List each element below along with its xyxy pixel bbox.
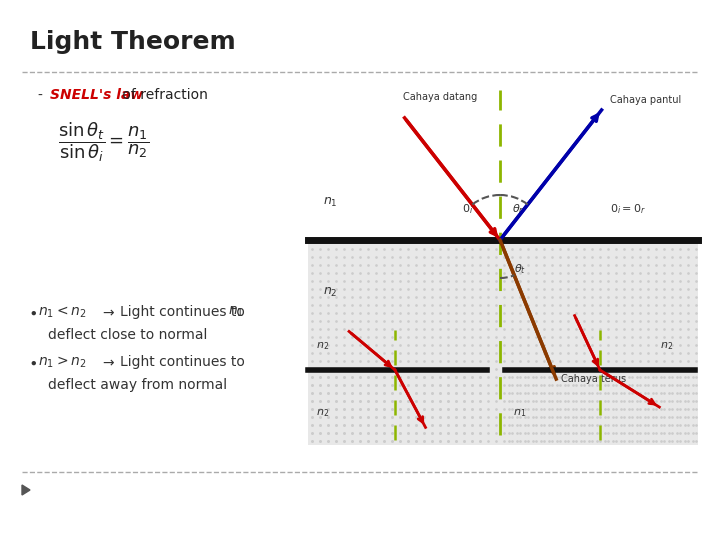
Text: Cahaya datang: Cahaya datang: [403, 92, 477, 102]
Text: Light continues to: Light continues to: [120, 305, 249, 319]
Text: $n_1 > n_2$: $n_1 > n_2$: [38, 355, 86, 370]
Text: $n_2$: $n_2$: [316, 407, 329, 419]
Bar: [308, 370, 487, 445]
Text: $\rightarrow$: $\rightarrow$: [100, 305, 116, 319]
Text: $n_1$: $n_1$: [513, 407, 526, 419]
Text: $\rightarrow$: $\rightarrow$: [100, 355, 116, 369]
Text: -: -: [38, 88, 48, 102]
Bar: [308, 240, 698, 445]
Text: of refraction: of refraction: [118, 88, 208, 102]
Text: deflect close to normal: deflect close to normal: [48, 328, 207, 342]
Text: $n_1$: $n_1$: [228, 305, 244, 319]
Text: Cahaya terus: Cahaya terus: [561, 374, 626, 384]
Bar: [505, 370, 695, 445]
Polygon shape: [22, 485, 30, 495]
Text: SNELL's law: SNELL's law: [50, 88, 143, 102]
Text: $n_2$: $n_2$: [323, 286, 338, 299]
Text: $\bullet$: $\bullet$: [28, 305, 37, 320]
Bar: [505, 325, 695, 370]
Text: $n_1 < n_2$: $n_1 < n_2$: [38, 305, 86, 320]
Bar: [308, 80, 698, 240]
Text: $\theta_r$: $\theta_r$: [512, 202, 524, 216]
Text: $\bullet$: $\bullet$: [28, 355, 37, 370]
Text: deflect away from normal: deflect away from normal: [48, 378, 227, 392]
Text: $\dfrac{\sin\theta_t}{\sin\theta_i} = \dfrac{n_1}{n_2}$: $\dfrac{\sin\theta_t}{\sin\theta_i} = \d…: [58, 120, 150, 164]
Text: Light continues to: Light continues to: [120, 355, 245, 369]
Text: $n_2$: $n_2$: [316, 340, 329, 352]
Text: $n_2$: $n_2$: [660, 340, 673, 352]
Text: $0_i$: $0_i$: [462, 202, 473, 216]
Text: $n_1$: $n_1$: [323, 196, 338, 209]
Text: Cahaya pantul: Cahaya pantul: [610, 95, 681, 105]
Text: Light Theorem: Light Theorem: [30, 30, 235, 54]
Text: $\theta_t$: $\theta_t$: [514, 262, 526, 276]
Bar: [308, 325, 487, 370]
Text: $0_i = 0_r$: $0_i = 0_r$: [610, 202, 646, 216]
